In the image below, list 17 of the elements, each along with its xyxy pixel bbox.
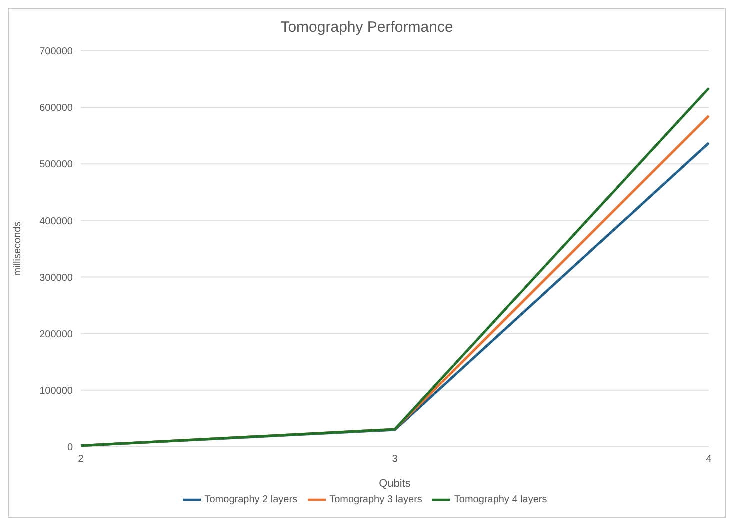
x-tick-label: 2: [78, 454, 84, 466]
legend-label: Tomography 2 layers: [204, 494, 298, 506]
y-tick-label: 600000: [40, 103, 74, 114]
x-tick-label: 3: [392, 454, 398, 466]
y-tick-label: 400000: [40, 216, 74, 228]
y-tick-label: 700000: [40, 46, 74, 58]
chart-title: Tomography Performance: [280, 19, 454, 38]
y-tick-label: 200000: [40, 329, 74, 340]
x-tick-label: 4: [706, 454, 712, 466]
x-axis-title: Qubits: [379, 478, 412, 490]
y-tick-label: 0: [67, 442, 74, 454]
y-axis-title: milliseconds: [12, 222, 24, 276]
legend-label: Tomography 3 layers: [330, 494, 422, 506]
y-tick-label: 500000: [40, 160, 74, 171]
y-tick-label: 100000: [40, 386, 74, 397]
legend-label: Tomography 4 layers: [454, 494, 548, 506]
y-tick-label: 300000: [40, 272, 74, 284]
